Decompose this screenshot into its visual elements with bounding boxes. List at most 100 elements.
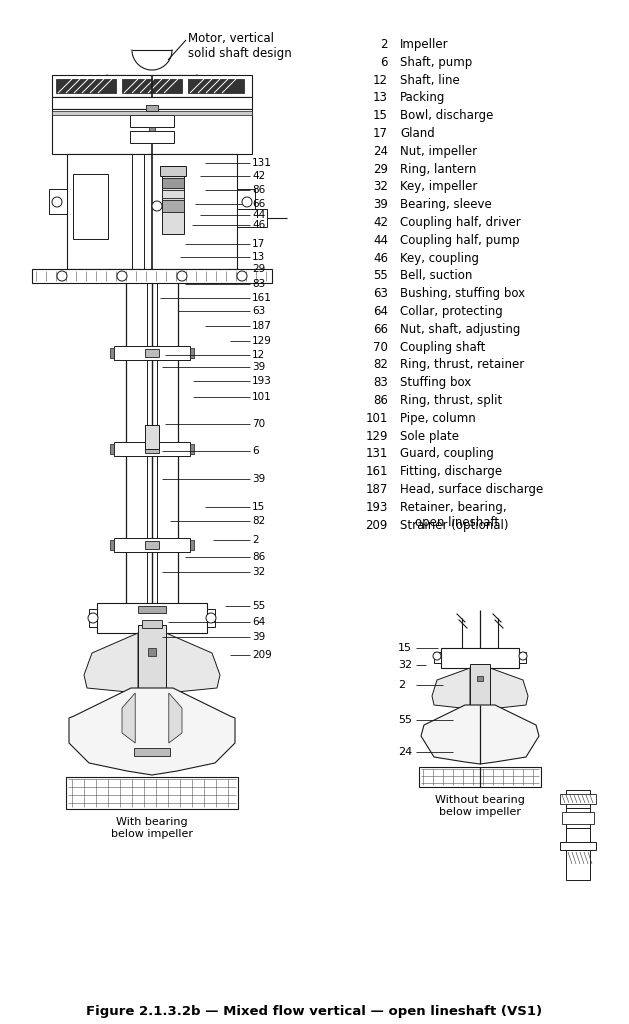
Circle shape <box>519 652 527 660</box>
Text: 83: 83 <box>252 279 265 289</box>
Text: Figure 2.1.3.2b — Mixed flow vertical — open lineshaft (VS1): Figure 2.1.3.2b — Mixed flow vertical — … <box>86 1005 542 1018</box>
Circle shape <box>433 652 441 660</box>
Bar <box>56 79 116 93</box>
Text: 161: 161 <box>252 293 272 303</box>
Text: Pipe, column: Pipe, column <box>400 412 476 425</box>
Text: Fitting, discharge: Fitting, discharge <box>400 465 502 478</box>
Bar <box>49 189 67 214</box>
Text: 70: 70 <box>373 341 388 353</box>
Text: 209: 209 <box>252 650 272 660</box>
Text: 55: 55 <box>398 715 412 725</box>
Bar <box>52 75 252 97</box>
Bar <box>52 111 252 115</box>
Text: Coupling half, pump: Coupling half, pump <box>400 233 520 247</box>
Text: 15: 15 <box>373 110 388 122</box>
Bar <box>142 620 162 628</box>
Text: 2: 2 <box>398 680 405 690</box>
Polygon shape <box>490 668 528 709</box>
Bar <box>441 648 519 668</box>
Text: 24: 24 <box>398 746 412 757</box>
Polygon shape <box>169 693 182 743</box>
Bar <box>162 178 184 188</box>
Text: 70: 70 <box>252 419 265 429</box>
Circle shape <box>88 613 98 623</box>
Text: Coupling half, driver: Coupling half, driver <box>400 216 521 229</box>
Text: 32: 32 <box>373 180 388 194</box>
Polygon shape <box>162 166 184 234</box>
Bar <box>122 79 182 93</box>
Text: Shaft, line: Shaft, line <box>400 74 460 87</box>
Polygon shape <box>69 688 235 775</box>
Bar <box>477 676 483 681</box>
Text: 29: 29 <box>373 163 388 175</box>
Text: 24: 24 <box>373 144 388 158</box>
Text: Collar, protecting: Collar, protecting <box>400 305 503 318</box>
Text: Coupling shaft: Coupling shaft <box>400 341 486 353</box>
Text: 13: 13 <box>252 252 265 262</box>
Text: 15: 15 <box>398 643 412 653</box>
Text: 86: 86 <box>252 185 265 195</box>
Text: Ring, thrust, retainer: Ring, thrust, retainer <box>400 358 524 372</box>
Text: 187: 187 <box>365 483 388 496</box>
Bar <box>130 115 174 127</box>
Text: Nut, impeller: Nut, impeller <box>400 144 477 158</box>
Text: 86: 86 <box>373 394 388 407</box>
Bar <box>162 200 184 212</box>
Text: 2: 2 <box>252 535 259 545</box>
Bar <box>190 348 194 358</box>
Text: 55: 55 <box>373 269 388 283</box>
Bar <box>66 777 238 809</box>
Text: With bearing
below impeller: With bearing below impeller <box>111 817 193 839</box>
Text: 17: 17 <box>252 239 265 249</box>
Text: 12: 12 <box>373 74 388 87</box>
Bar <box>148 648 156 656</box>
Bar <box>237 209 267 227</box>
Bar <box>566 808 590 828</box>
Bar <box>146 105 158 111</box>
Bar <box>110 444 114 455</box>
Circle shape <box>242 197 252 207</box>
Bar <box>110 541 114 551</box>
Bar <box>434 652 441 663</box>
Bar <box>145 542 159 550</box>
Bar <box>73 174 108 239</box>
Text: 12: 12 <box>252 350 265 360</box>
Circle shape <box>206 613 216 623</box>
Text: 46: 46 <box>252 220 265 230</box>
Text: 46: 46 <box>373 252 388 264</box>
Text: Key, coupling: Key, coupling <box>400 252 479 264</box>
Text: 82: 82 <box>252 516 265 526</box>
Text: open lineshaft: open lineshaft <box>400 516 499 529</box>
Bar <box>89 609 97 627</box>
Text: 55: 55 <box>252 601 265 611</box>
Text: 13: 13 <box>373 91 388 104</box>
Polygon shape <box>166 633 220 693</box>
Text: 2: 2 <box>381 38 388 51</box>
Text: Without bearing
below impeller: Without bearing below impeller <box>435 795 525 816</box>
Text: 44: 44 <box>373 233 388 247</box>
Bar <box>32 269 272 283</box>
Text: Guard, coupling: Guard, coupling <box>400 447 494 461</box>
Bar <box>67 154 237 269</box>
Bar <box>114 539 190 552</box>
Text: 161: 161 <box>365 465 388 478</box>
Bar <box>138 606 166 613</box>
Text: 129: 129 <box>365 430 388 442</box>
Bar <box>560 794 596 804</box>
Bar <box>52 109 252 154</box>
Bar <box>160 166 186 176</box>
Text: 64: 64 <box>373 305 388 318</box>
Text: 193: 193 <box>252 376 272 386</box>
Text: 131: 131 <box>365 447 388 461</box>
Text: 86: 86 <box>252 552 265 562</box>
Circle shape <box>52 197 62 207</box>
Text: Sole plate: Sole plate <box>400 430 459 442</box>
Bar <box>114 346 190 360</box>
Text: Stuffing box: Stuffing box <box>400 376 471 389</box>
Bar <box>562 812 594 824</box>
Bar <box>110 348 114 358</box>
Polygon shape <box>421 705 539 764</box>
Bar <box>237 189 255 214</box>
Text: Retainer, bearing,: Retainer, bearing, <box>400 501 506 514</box>
Text: Key, impeller: Key, impeller <box>400 180 477 194</box>
